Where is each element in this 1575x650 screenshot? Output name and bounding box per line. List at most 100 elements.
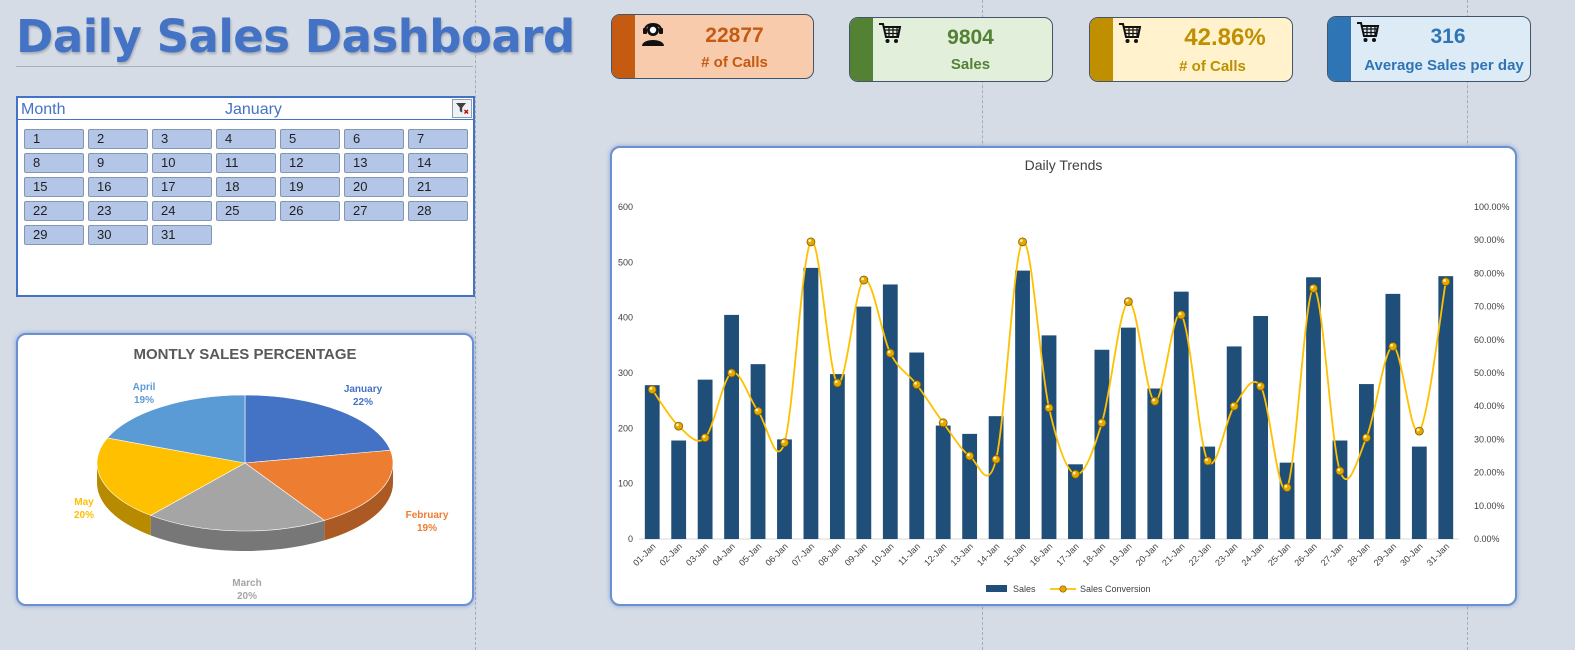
sales-conversion-marker[interactable] (885, 348, 895, 358)
day-button-23[interactable]: 23 (88, 201, 148, 221)
sales-conversion-marker[interactable] (700, 433, 710, 443)
day-button-30[interactable]: 30 (88, 225, 148, 245)
day-button-26[interactable]: 26 (280, 201, 340, 221)
sales-conversion-marker[interactable] (938, 418, 948, 428)
sales-conversion-marker[interactable] (1309, 283, 1318, 293)
day-button-3[interactable]: 3 (152, 129, 212, 149)
sales-conversion-marker[interactable] (1150, 396, 1160, 406)
pie-slice-february[interactable] (244, 449, 394, 521)
pie-slice-january[interactable] (244, 394, 391, 464)
sales-conversion-marker[interactable] (1123, 297, 1133, 307)
pie-slice-april[interactable] (106, 394, 246, 464)
clear-filter-button[interactable] (452, 99, 472, 118)
sales-conversion-marker[interactable] (1176, 310, 1186, 320)
sales-bar[interactable] (829, 374, 845, 539)
sales-conversion-marker[interactable] (647, 385, 657, 395)
day-button-24[interactable]: 24 (152, 201, 212, 221)
sales-conversion-marker[interactable] (1229, 401, 1239, 411)
day-button-25[interactable]: 25 (216, 201, 276, 221)
sales-bar[interactable] (1279, 462, 1295, 539)
sales-bar[interactable] (1385, 293, 1401, 539)
day-button-31[interactable]: 31 (152, 225, 212, 245)
sales-conversion-marker[interactable] (753, 406, 763, 416)
sales-conversion-marker[interactable] (832, 378, 842, 388)
sales-bar[interactable] (856, 306, 872, 539)
day-button-18[interactable]: 18 (216, 177, 276, 197)
sales-conversion-marker[interactable] (991, 454, 1001, 464)
sales-conversion-marker[interactable] (727, 368, 736, 378)
sales-bar[interactable] (750, 364, 766, 539)
sales-bar[interactable] (1120, 327, 1136, 539)
day-button-10[interactable]: 10 (152, 153, 212, 173)
sales-conversion-marker[interactable] (859, 275, 869, 285)
day-button-9[interactable]: 9 (88, 153, 148, 173)
sales-conversion-marker[interactable] (965, 451, 975, 461)
day-button-21[interactable]: 21 (408, 177, 468, 197)
sales-bar[interactable] (1041, 335, 1057, 539)
sales-conversion-marker[interactable] (1282, 483, 1292, 492)
sales-bar[interactable] (803, 267, 819, 539)
sales-bar[interactable] (1438, 276, 1454, 539)
day-button-14[interactable]: 14 (408, 153, 468, 173)
sales-conversion-marker[interactable] (1388, 342, 1398, 351)
sales-bar[interactable] (1332, 440, 1348, 539)
sales-bar[interactable] (1015, 270, 1030, 539)
sales-conversion-marker[interactable] (780, 438, 789, 448)
day-button-28[interactable]: 28 (408, 201, 468, 221)
day-button-19[interactable]: 19 (280, 177, 340, 197)
sales-bar[interactable] (882, 284, 898, 539)
sales-conversion-marker[interactable] (674, 421, 684, 431)
day-button-2[interactable]: 2 (88, 129, 148, 149)
sales-bar[interactable] (671, 440, 687, 539)
sales-conversion-marker[interactable] (1097, 418, 1107, 428)
sales-bar[interactable] (777, 439, 792, 539)
sales-conversion-marker[interactable] (1203, 456, 1213, 466)
day-button-17[interactable]: 17 (152, 177, 212, 197)
sales-bar[interactable] (1068, 464, 1083, 539)
sales-bar[interactable] (1147, 388, 1163, 539)
sales-conversion-marker[interactable] (1414, 426, 1424, 436)
sales-bar[interactable] (962, 433, 978, 539)
sales-bar[interactable] (1253, 316, 1269, 539)
day-button-15[interactable]: 15 (24, 177, 84, 197)
pie-slice-may[interactable] (96, 437, 246, 516)
sales-bar[interactable] (644, 385, 660, 539)
sales-bar[interactable] (1200, 446, 1216, 539)
sales-bar[interactable] (1094, 349, 1110, 539)
day-button-1[interactable]: 1 (24, 129, 84, 149)
day-button-8[interactable]: 8 (24, 153, 84, 173)
sales-bar[interactable] (988, 416, 1004, 539)
day-button-12[interactable]: 12 (280, 153, 340, 173)
sales-bar[interactable] (1226, 346, 1242, 539)
month-slicer[interactable]: Month January 1 2 3 4 5 6 7 8 9 10 11 12 13 14 15 16 17 1… (16, 96, 475, 297)
day-button-4[interactable]: 4 (216, 129, 276, 149)
sales-conversion-marker[interactable] (1256, 381, 1266, 391)
sales-conversion-marker[interactable] (1441, 277, 1451, 287)
day-button-5[interactable]: 5 (280, 129, 340, 149)
sales-bar[interactable] (1173, 291, 1189, 539)
day-button-7[interactable]: 7 (408, 129, 468, 149)
day-button-20[interactable]: 20 (344, 177, 404, 197)
sales-conversion-marker[interactable] (1335, 466, 1345, 476)
sales-bar[interactable] (1306, 277, 1321, 539)
slicer-selected-value[interactable]: January (225, 101, 282, 118)
day-button-22[interactable]: 22 (24, 201, 84, 221)
day-button-11[interactable]: 11 (216, 153, 276, 173)
sales-conversion-marker[interactable] (1018, 237, 1027, 247)
day-button-13[interactable]: 13 (344, 153, 404, 173)
sales-bar[interactable] (935, 425, 951, 539)
day-button-29[interactable]: 29 (24, 225, 84, 245)
sales-bar[interactable] (909, 352, 925, 539)
day-button-27[interactable]: 27 (344, 201, 404, 221)
day-button-6[interactable]: 6 (344, 129, 404, 149)
sales-bar[interactable] (724, 314, 739, 539)
day-button-16[interactable]: 16 (88, 177, 148, 197)
sales-bar[interactable] (697, 379, 713, 539)
sales-conversion-marker[interactable] (1044, 403, 1054, 413)
sales-bar[interactable] (1359, 384, 1374, 539)
sales-conversion-marker[interactable] (912, 380, 922, 390)
sales-conversion-marker[interactable] (1362, 433, 1371, 443)
sales-conversion-marker[interactable] (806, 237, 816, 247)
sales-conversion-marker[interactable] (1071, 469, 1080, 479)
pie-slice-march[interactable] (149, 462, 325, 532)
